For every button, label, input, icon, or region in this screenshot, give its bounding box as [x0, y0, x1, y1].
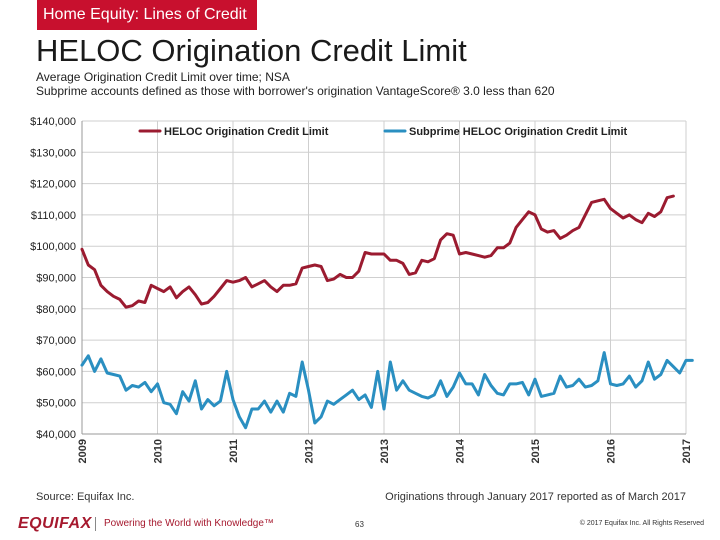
page-title: HELOC Origination Credit Limit	[36, 33, 467, 68]
y-tick-label: $110,000	[31, 210, 76, 222]
section-tag: Home Equity: Lines of Credit	[37, 0, 257, 30]
y-tick-label: $50,000	[36, 398, 76, 410]
x-tick-label: 2009	[77, 439, 89, 463]
series-line-1	[80, 194, 675, 309]
line-chart: $40,000 $50,000 $60,000 $70,000 $80,000 $90,0…	[30, 116, 694, 463]
page-number: 63	[355, 520, 364, 529]
tagline: Powering the World with Knowledge™	[104, 518, 274, 529]
footer-divider	[95, 517, 96, 531]
x-tick-label: 2017	[681, 439, 693, 463]
x-tick-label: 2015	[530, 439, 542, 463]
y-tick-label: $100,000	[30, 241, 76, 253]
x-tick-label: 2014	[455, 438, 467, 463]
y-tick-label: $70,000	[36, 335, 76, 347]
x-tick-label: 2010	[153, 439, 165, 463]
legend-label-2: Subprime HELOC Origination Credit Limit	[409, 126, 628, 138]
subtitle: Average Origination Credit Limit over ti…	[36, 70, 555, 98]
y-tick-label: $60,000	[36, 366, 76, 378]
footer: EQUIFAX Powering the World with Knowledg…	[0, 512, 720, 540]
y-tick-label: $90,000	[36, 273, 76, 285]
legend-label-1: HELOC Origination Credit Limit	[164, 126, 329, 138]
y-tick-label: $130,000	[30, 147, 76, 159]
x-tick-label: 2013	[379, 439, 391, 463]
y-tick-label: $40,000	[36, 429, 76, 441]
copyright: © 2017 Equifax Inc. All Rights Reserved	[579, 520, 704, 527]
x-tick-label: 2016	[606, 439, 618, 463]
source-note: Source: Equifax Inc.	[36, 491, 135, 503]
series-line-2	[80, 351, 694, 430]
y-tick-label: $140,000	[30, 116, 76, 128]
x-tick-label: 2012	[304, 439, 316, 463]
subtitle-line-2: Subprime accounts defined as those with …	[36, 84, 555, 98]
y-tick-label: $120,000	[30, 179, 76, 191]
x-tick-label: 2011	[228, 439, 240, 463]
data-note: Originations through January 2017 report…	[385, 491, 686, 503]
y-tick-label: $80,000	[36, 304, 76, 316]
equifax-logo: EQUIFAX	[18, 515, 92, 532]
subtitle-line-1: Average Origination Credit Limit over ti…	[36, 70, 290, 84]
